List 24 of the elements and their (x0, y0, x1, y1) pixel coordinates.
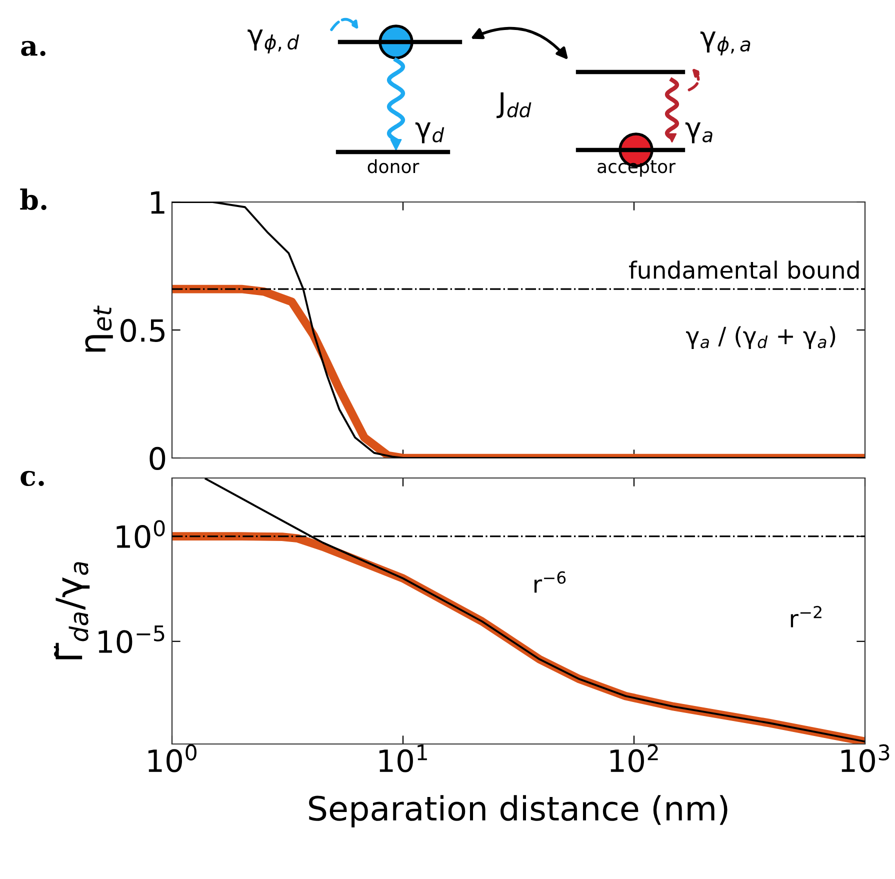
annotation: r$^{−2}$ (790, 606, 822, 628)
y-tick-label: 0 (150, 446, 166, 470)
annotation: r$^{−6}$ (534, 571, 566, 593)
text: donor (368, 159, 420, 174)
text: γ$_{ϕ,d}$ (248, 30, 300, 54)
y-tick-label: 10$^{−5}$ (98, 625, 164, 654)
text: J$_{dd}$ (496, 92, 532, 118)
y-tick-label: 10$^{0}$ (116, 520, 165, 548)
text: γ$_{ϕ,a}$ (700, 32, 750, 56)
text: γ$_{d}$ (415, 122, 444, 144)
y-tick-label: 0.5 (120, 318, 164, 342)
y-axis-title: η$_{et}$ (85, 305, 113, 352)
y-tick-label: 1 (151, 191, 164, 214)
x-tick-label: 10$^{2}$ (610, 744, 658, 772)
text: γ$_{a}$ (685, 122, 712, 144)
x-axis-title: Separation distance (nm) (309, 795, 728, 828)
x-tick-label: 10$^{1}$ (379, 744, 427, 772)
x-tick-label: 10$^{3}$ (841, 744, 890, 772)
text: a. (21, 40, 46, 56)
chart-title: c. (20, 470, 44, 486)
ref-line-label: fundamental bound (629, 260, 859, 279)
y-axis-title: Γ̃$_{da}$/γ$_{a}$ (54, 562, 90, 660)
chart-title: b. (20, 188, 46, 210)
annotation: γ$_{a}$ / (γ$_{d}$ + γ$_{a}$) (686, 326, 836, 350)
